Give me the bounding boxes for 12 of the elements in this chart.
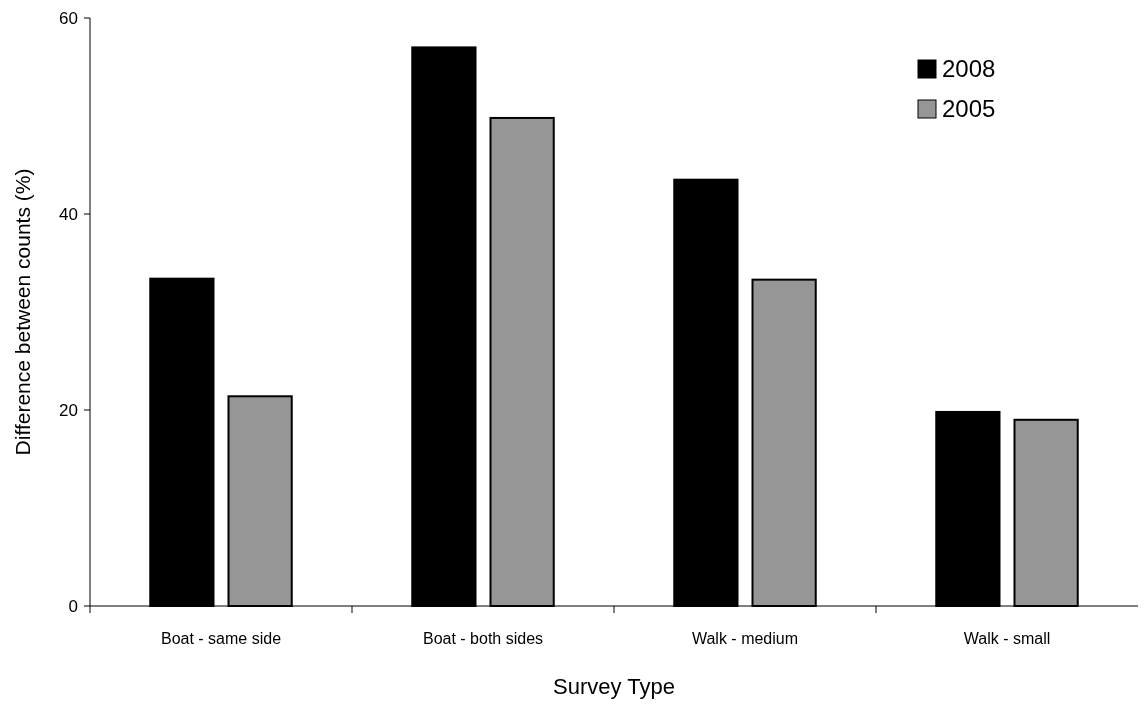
legend-label: 2008 <box>942 55 996 82</box>
legend-label: 2005 <box>942 95 996 122</box>
x-axis-title: Survey Type <box>553 674 675 699</box>
y-axis-title: Difference between counts (%) <box>11 168 34 456</box>
y-tick-label: 0 <box>68 597 78 616</box>
y-tick-label: 60 <box>59 9 78 28</box>
x-tick-label: Boat - same side <box>160 630 282 647</box>
x-tick-label: Boat - both sides <box>422 630 544 647</box>
x-tick-label: Walk - small <box>963 630 1051 647</box>
y-tick-label: 20 <box>59 401 78 420</box>
y-tick-label: 40 <box>59 205 78 224</box>
x-tick-label: Walk - medium <box>691 630 799 647</box>
